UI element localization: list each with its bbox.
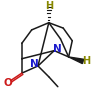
Text: H: H [83,56,91,66]
Polygon shape [69,57,84,64]
Text: O: O [4,78,13,88]
Text: N: N [30,59,39,69]
Text: H: H [45,1,53,11]
Text: N: N [53,44,62,54]
